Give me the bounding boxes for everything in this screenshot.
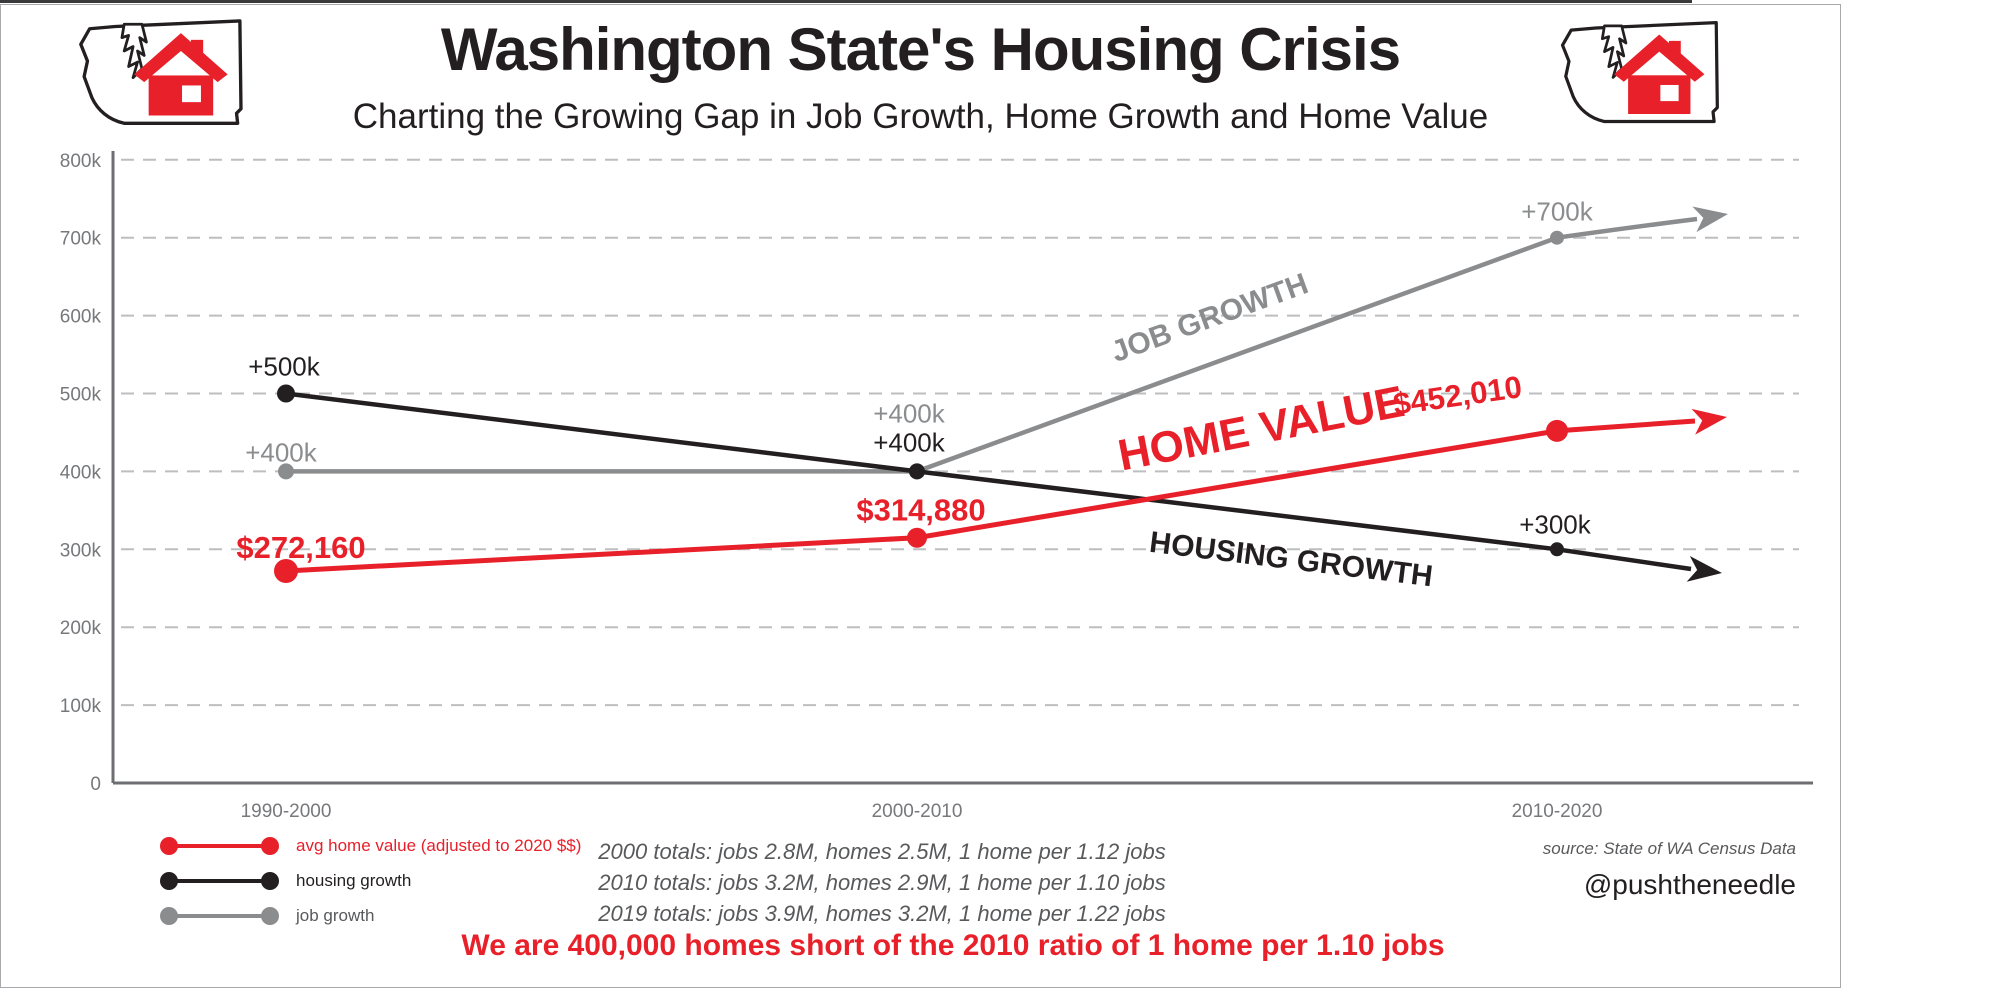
series-housing_growth: +500k +400k +300k (248, 352, 1722, 582)
legend-line-swatch (160, 872, 279, 890)
home-icon (134, 33, 228, 116)
arrowhead-icon (1691, 408, 1727, 435)
legend-item-job-growth: job growth (157, 904, 581, 928)
totals-notes: 2000 totals: jobs 2.8M, homes 2.5M, 1 ho… (382, 836, 1382, 929)
line-annotation-job_growth: JOB GROWTH (1107, 267, 1312, 369)
puget-sound-detail (120, 22, 148, 80)
source-block: source: State of WA Census Data @pushthe… (1396, 839, 1796, 901)
puget-sound-detail (1600, 24, 1628, 79)
data-point (907, 527, 927, 548)
author-handle: @pushtheneedle (1583, 869, 1796, 900)
y-tick-label: 800k (60, 151, 102, 172)
y-tick-label: 200k (60, 618, 102, 639)
wa-state-home-logo-right (1555, 15, 1733, 131)
trend-extension (1556, 547, 1692, 572)
data-point (274, 558, 298, 583)
point-label: $272,160 (236, 530, 365, 565)
legend-line-swatch (160, 907, 279, 925)
series-home_value: $272,160 $314,880 $452,010 (236, 369, 1727, 583)
source-credit: source: State of WA Census Data (1542, 839, 1796, 858)
point-label: +400k (245, 437, 318, 467)
y-tick-label: 400k (60, 462, 102, 483)
wa-state-home-logo-svg (1560, 21, 1719, 124)
data-point (1550, 230, 1564, 245)
y-tick-label: 100k (60, 696, 102, 717)
wa-state-home-logo-left (73, 13, 251, 129)
chart-legend: avg home value (adjusted to 2020 $$) hou… (157, 834, 581, 939)
point-label: +500k (248, 352, 321, 382)
top-edge-line (0, 0, 1692, 3)
legend-label: job growth (296, 906, 375, 925)
y-tick-label: 300k (60, 540, 102, 561)
y-tick-label: 500k (60, 385, 102, 406)
data-point (1550, 542, 1564, 557)
point-label: +400k (873, 427, 946, 457)
wa-state-home-logo-svg (79, 19, 243, 125)
y-tick-label: 700k (60, 229, 102, 250)
x-axis-label: 2000-2010 (872, 801, 963, 822)
trend-extension (1556, 418, 1696, 434)
infographic-frame: 0 100k 200k 300k 400k 500k 600k 700k 800k 1990-20… (0, 4, 1841, 988)
conclusion: We are 400,000 homes short of the 2010 r… (461, 929, 1445, 962)
arrowhead-icon (1692, 206, 1728, 233)
trend-extension (1556, 216, 1698, 240)
x-axis-label: 2010-2020 (1512, 801, 1603, 822)
point-label: +400k (873, 398, 946, 428)
y-tick-label: 0 (90, 774, 101, 795)
arrowhead-icon (1686, 555, 1722, 582)
note-2000-totals: 2000 totals: jobs 2.8M, homes 2.5M, 1 ho… (598, 839, 1166, 864)
point-label: +300k (1519, 509, 1592, 539)
legend-item-home-value: avg home value (adjusted to 2020 $$) (157, 834, 581, 858)
note-2010-totals: 2010 totals: jobs 3.2M, homes 2.9M, 1 ho… (598, 870, 1166, 895)
legend-label: avg home value (adjusted to 2020 $$) (296, 836, 582, 855)
data-point (277, 384, 295, 403)
y-tick-label: 600k (60, 307, 102, 328)
point-label: $314,880 (856, 493, 985, 528)
page-subtitle: Charting the Growing Gap in Job Growth, … (352, 97, 1489, 136)
line-annotation-housing_growth: HOUSING GROWTH (1148, 526, 1435, 593)
data-point (1546, 419, 1568, 442)
point-label: +700k (1521, 197, 1594, 227)
x-axis-label: 1990-2000 (241, 801, 332, 822)
home-icon (1614, 34, 1705, 114)
legend-item-housing-growth: housing growth (157, 869, 581, 893)
page-title: Washington State's Housing Crisis (440, 16, 1401, 83)
legend-line-swatch (160, 837, 279, 855)
point-label: $452,010 (1391, 369, 1524, 422)
data-point (278, 463, 294, 480)
data-point (909, 463, 925, 480)
note-2019-totals: 2019 totals: jobs 3.9M, homes 3.2M, 1 ho… (598, 901, 1166, 926)
legend-label: housing growth (296, 871, 412, 890)
line-chart: 0 100k 200k 300k 400k 500k 600k 700k 800k 1990-20… (60, 151, 1813, 822)
